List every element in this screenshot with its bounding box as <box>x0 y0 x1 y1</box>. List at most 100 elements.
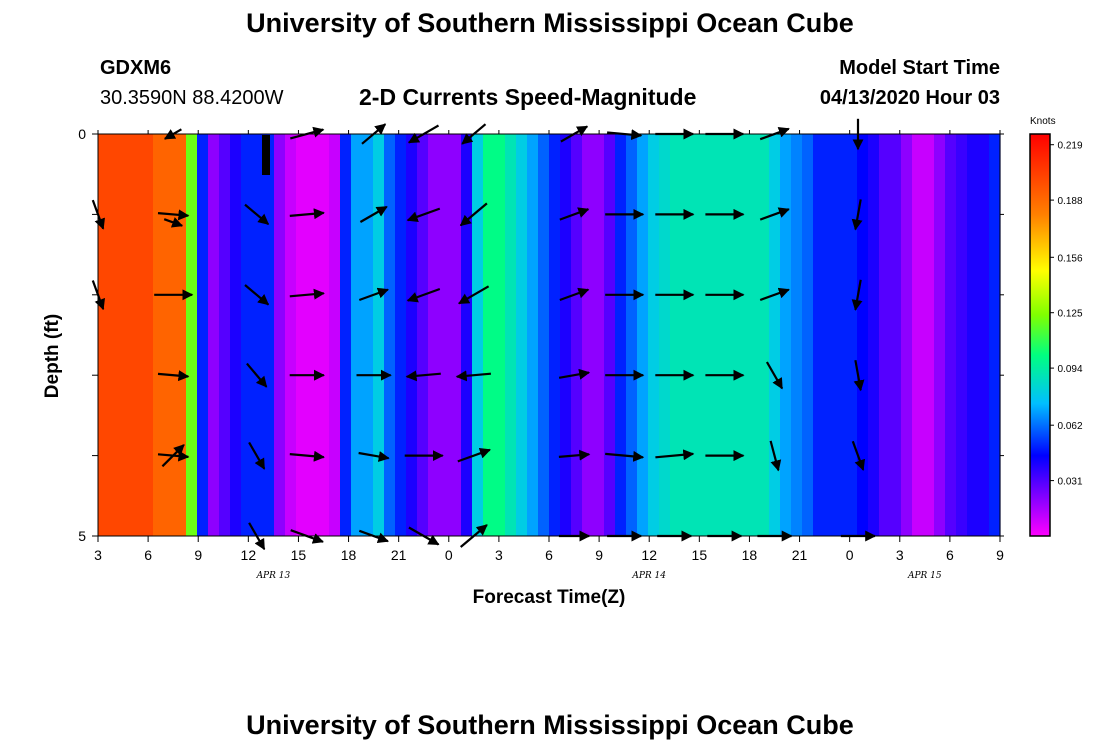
heatmap-cell <box>978 134 990 536</box>
heatmap-cell <box>307 134 319 536</box>
current-vector <box>457 447 491 463</box>
current-vector <box>765 361 784 390</box>
footer-title: University of Southern Mississippi Ocean… <box>246 710 854 740</box>
current-vector <box>405 370 441 382</box>
heatmap-cell <box>98 134 110 536</box>
colorbar-tick-label: 0.125 <box>1057 309 1082 320</box>
heatmap-cell <box>626 134 638 536</box>
heatmap-cell <box>923 134 935 536</box>
current-vector <box>559 287 590 302</box>
heatmap-cell <box>703 134 715 536</box>
current-vector <box>358 287 389 302</box>
x-tick-label: 9 <box>996 547 1004 563</box>
heatmap-cell <box>384 134 396 536</box>
heatmap-cell <box>637 134 649 536</box>
heatmap-cell <box>472 134 484 536</box>
heatmap-cell <box>527 134 539 536</box>
heatmap-cell <box>296 134 308 536</box>
heatmap-cell <box>780 134 792 536</box>
current-vector <box>289 450 325 462</box>
x-tick-label: 0 <box>846 547 854 563</box>
heatmap-cell <box>329 134 341 536</box>
day-label: APR 14 <box>631 571 666 581</box>
current-vector <box>558 449 591 461</box>
heatmap-cell <box>549 134 561 536</box>
heatmap-cell <box>571 134 583 536</box>
current-vector <box>605 450 645 462</box>
current-vector <box>759 207 790 221</box>
heatmap-cell <box>736 134 748 536</box>
x-tick-label: 3 <box>495 547 503 563</box>
heatmap-cell <box>362 134 374 536</box>
current-vector <box>163 217 184 228</box>
heatmap-cell <box>197 134 209 536</box>
heatmap-cell <box>945 134 957 536</box>
saturation-strip <box>262 135 270 175</box>
model-start-label: Model Start Time <box>839 57 1000 79</box>
heatmap-cell <box>285 134 297 536</box>
current-vector <box>406 207 441 223</box>
heatmap-cell <box>494 134 506 536</box>
x-tick-label: 15 <box>692 547 708 563</box>
heatmap-cell <box>846 134 858 536</box>
colorbar-tick-label: 0.031 <box>1057 477 1082 488</box>
colorbar-tick-label: 0.219 <box>1057 141 1082 152</box>
heatmap-cell <box>747 134 759 536</box>
current-vector <box>455 370 491 382</box>
heatmap-cell <box>120 134 132 536</box>
current-vector <box>157 209 190 221</box>
heatmap-cell <box>681 134 693 536</box>
y-tick-label: 0 <box>78 126 86 142</box>
heatmap-cell <box>417 134 429 536</box>
current-vector <box>459 202 488 227</box>
heatmap-cell <box>934 134 946 536</box>
x-tick-label: 3 <box>896 547 904 563</box>
chart-title: 2-D Currents Speed-Magnitude <box>359 84 697 110</box>
heatmap-cell <box>582 134 594 536</box>
heatmap-cell <box>153 134 165 536</box>
heatmap-cell <box>461 134 473 536</box>
heatmap-cell <box>769 134 781 536</box>
heatmap-cell <box>956 134 968 536</box>
heatmap-cell <box>142 134 154 536</box>
current-vector <box>248 441 266 470</box>
colorbar-tick-label: 0.188 <box>1057 196 1082 207</box>
current-vector <box>406 287 441 303</box>
colorbar: Knots 0.219 0.188 0.156 0.125 0.094 0.062 0.03… <box>1029 116 1083 537</box>
heatmap-cell <box>824 134 836 536</box>
heatmap-cell <box>439 134 451 536</box>
current-vector <box>358 451 390 462</box>
heatmap-cell <box>274 134 286 536</box>
current-vector <box>458 285 490 305</box>
heatmap-cell <box>538 134 550 536</box>
x-tick-label: 21 <box>391 547 407 563</box>
heatmap-cell <box>967 134 979 536</box>
current-vector <box>559 207 590 221</box>
heatmap-cell <box>263 134 275 536</box>
current-vector <box>851 440 865 471</box>
x-tick-label: 6 <box>545 547 553 563</box>
heatmap-cell <box>648 134 660 536</box>
x-tick-label: 12 <box>241 547 257 563</box>
page-title: University of Southern Mississippi Ocean… <box>246 8 854 38</box>
day-label: APR 13 <box>256 571 291 581</box>
heatmap-cell <box>560 134 572 536</box>
heatmap-cell <box>351 134 363 536</box>
heatmap-cell <box>758 134 770 536</box>
colorbar-unit: Knots <box>1030 116 1056 127</box>
model-start-value: 04/13/2020 Hour 03 <box>819 87 1000 109</box>
x-tick-label: 18 <box>341 547 357 563</box>
current-vector <box>359 205 388 223</box>
station-coords: 30.3590N 88.4200W <box>100 87 284 109</box>
heatmap-cell <box>659 134 671 536</box>
heatmap-cell <box>516 134 528 536</box>
heatmap-cell <box>989 134 1001 536</box>
current-vector <box>853 360 865 392</box>
current-vector <box>246 362 268 388</box>
heatmap-cell <box>890 134 902 536</box>
heatmap-cell <box>175 134 187 536</box>
heatmap-cell <box>802 134 814 536</box>
heatmap-cell <box>241 134 253 536</box>
heatmap-cell <box>428 134 440 536</box>
